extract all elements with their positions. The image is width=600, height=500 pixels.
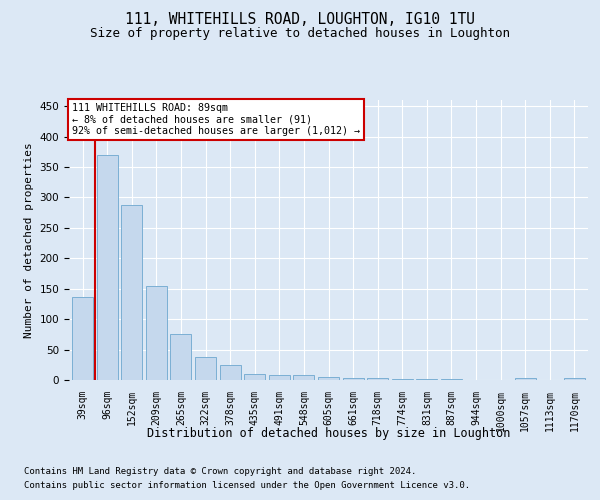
Bar: [318, 377, 339, 380]
Bar: [220, 365, 241, 380]
Text: 111, WHITEHILLS ROAD, LOUGHTON, IG10 1TU: 111, WHITEHILLS ROAD, LOUGHTON, IG10 1TU: [125, 12, 475, 28]
Text: Size of property relative to detached houses in Loughton: Size of property relative to detached ho…: [90, 28, 510, 40]
Text: 111 WHITEHILLS ROAD: 89sqm
← 8% of detached houses are smaller (91)
92% of semi-: 111 WHITEHILLS ROAD: 89sqm ← 8% of detac…: [71, 103, 359, 136]
Bar: [367, 378, 388, 380]
Bar: [293, 375, 314, 380]
Bar: [170, 334, 191, 380]
Bar: [72, 297, 93, 380]
Bar: [515, 378, 536, 380]
Y-axis label: Number of detached properties: Number of detached properties: [24, 142, 34, 338]
Bar: [97, 155, 118, 380]
Text: Contains HM Land Registry data © Crown copyright and database right 2024.: Contains HM Land Registry data © Crown c…: [24, 468, 416, 476]
Bar: [269, 375, 290, 380]
Bar: [564, 378, 585, 380]
Bar: [343, 378, 364, 380]
Bar: [121, 204, 142, 380]
Bar: [146, 286, 167, 380]
Text: Distribution of detached houses by size in Loughton: Distribution of detached houses by size …: [147, 428, 511, 440]
Bar: [244, 374, 265, 380]
Text: Contains public sector information licensed under the Open Government Licence v3: Contains public sector information licen…: [24, 481, 470, 490]
Bar: [392, 379, 413, 380]
Bar: [195, 357, 216, 380]
